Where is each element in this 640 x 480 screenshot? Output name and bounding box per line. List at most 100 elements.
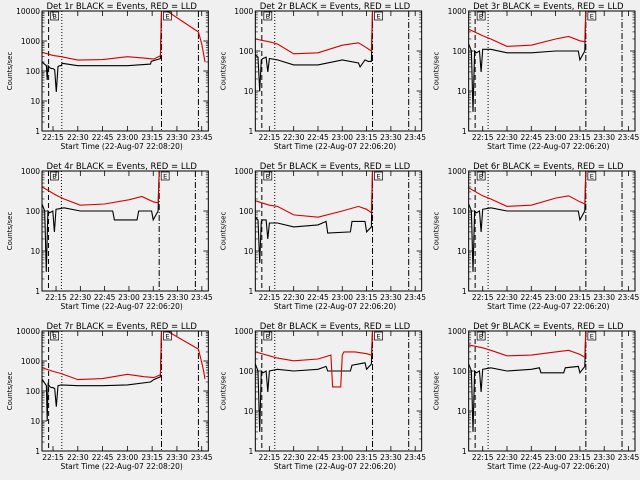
x-tick-label: 22:15 — [259, 453, 281, 462]
x-tick-label: 23:30 — [166, 453, 188, 462]
x-tick-label: 22:45 — [92, 453, 114, 462]
plot-frame — [41, 330, 209, 452]
x-tick-label: 23:45 — [618, 453, 640, 462]
x-axis-label: Start Time (22-Aug-07 22:06:20) — [274, 462, 396, 471]
chart-title: Det 8r BLACK = Events, RED = LLD — [260, 322, 411, 332]
x-axis-label: Start Time (22-Aug-07 22:06:20) — [274, 302, 396, 311]
x-tick-label: 22:15 — [42, 133, 64, 142]
y-tick-label: 1 — [462, 447, 467, 456]
y-tick-label: 10 — [457, 407, 467, 416]
y-tick-label: 1 — [35, 447, 40, 456]
chart-title: Det 5r BLACK = Events, RED = LLD — [260, 162, 411, 172]
chart-panel: Det 4r BLACK = Events, RED = LLD 1 10 100 10… — [6, 162, 213, 311]
y-tick-label: 100 — [452, 47, 467, 56]
marker-label: E — [163, 173, 167, 181]
x-tick-label: 23:45 — [404, 133, 426, 142]
marker-label: B — [52, 333, 56, 341]
y-tick-label: 1000 — [21, 167, 40, 176]
chart-panel: Det 1r BLACK = Events, RED = LLD 1 10 100 10… — [6, 2, 213, 151]
marker-box — [50, 331, 59, 341]
lld-series-line — [42, 171, 160, 206]
x-tick-label: 22:15 — [259, 293, 281, 302]
events-series-line — [468, 331, 587, 432]
x-tick-label: 22:45 — [307, 453, 329, 462]
marker-box — [587, 171, 597, 181]
y-tick-label: 1 — [249, 287, 254, 296]
x-tick-label: 23:15 — [356, 453, 378, 462]
marker-label: B — [479, 333, 483, 341]
x-tick-label: 23:00 — [331, 133, 353, 142]
marker-box — [263, 171, 273, 181]
y-tick-label: 1000 — [448, 7, 467, 16]
y-tick-label: 10 — [30, 247, 40, 256]
marker-box — [50, 171, 59, 181]
marker-label: E — [376, 173, 380, 181]
y-tick-label: 1000 — [448, 167, 467, 176]
x-tick-label: 22:30 — [70, 293, 92, 302]
x-tick-label: 22:30 — [496, 133, 518, 142]
y-tick-label: 10000 — [16, 7, 40, 16]
x-axis-label: Start Time (22-Aug-07 22:06:20) — [60, 302, 182, 311]
plot-frame — [254, 170, 423, 292]
y-tick-label: 100 — [452, 367, 467, 376]
y-axis-label: Counts/sec — [433, 52, 441, 91]
x-tick-label: 22:30 — [283, 453, 305, 462]
marker-label: B — [52, 173, 56, 181]
x-tick-label: 22:45 — [307, 133, 329, 142]
x-axis-label: Start Time (22-Aug-07 22:06:20) — [487, 302, 609, 311]
x-axis-label: Start Time (22-Aug-07 22:06:20) — [487, 142, 609, 151]
x-tick-label: 22:30 — [67, 133, 89, 142]
x-tick-label: 22:45 — [94, 293, 116, 302]
chart-panel: Det 3r BLACK = Events, RED = LLD 1 10 100 10… — [433, 2, 640, 151]
events-series-line — [255, 11, 374, 92]
y-tick-label: 1000 — [234, 327, 253, 336]
x-tick-label: 22:15 — [259, 133, 281, 142]
y-tick-label: 1000 — [21, 357, 40, 366]
chart-title: Det 3r BLACK = Events, RED = LLD — [473, 2, 624, 12]
marker-box — [587, 331, 597, 341]
marker-label: E — [590, 333, 594, 341]
x-tick-label: 23:00 — [545, 133, 567, 142]
marker-label: B — [52, 13, 56, 21]
lld-series-line — [468, 171, 587, 207]
y-tick-label: 100 — [239, 47, 254, 56]
x-tick-label: 23:45 — [618, 133, 640, 142]
y-tick-label: 1000 — [234, 167, 253, 176]
marker-box — [163, 331, 172, 341]
chart-title: Det 9r BLACK = Events, RED = LLD — [473, 322, 624, 332]
events-series-line — [42, 171, 160, 272]
marker-label: E — [165, 13, 169, 21]
marker-label: B — [266, 173, 270, 181]
x-tick-label: 23:15 — [141, 133, 163, 142]
y-axis-label: Counts/sec — [219, 212, 227, 251]
lld-series-line — [42, 11, 206, 63]
x-tick-label: 22:30 — [496, 453, 518, 462]
y-axis-label: Counts/sec — [219, 52, 227, 91]
x-tick-label: 23:15 — [356, 133, 378, 142]
marker-box — [263, 11, 273, 21]
plot-frame — [468, 170, 636, 292]
x-tick-label: 22:45 — [520, 453, 542, 462]
chart-title: Det 4r BLACK = Events, RED = LLD — [46, 162, 197, 172]
marker-box — [160, 171, 170, 181]
y-tick-label: 10 — [457, 247, 467, 256]
x-tick-label: 22:15 — [472, 453, 494, 462]
x-tick-label: 23:30 — [166, 133, 188, 142]
lld-series-line — [468, 11, 587, 47]
x-tick-label: 22:15 — [45, 293, 67, 302]
y-tick-label: 100 — [239, 207, 254, 216]
chart-panel: Det 9r BLACK = Events, RED = LLD 1 10 100 10… — [433, 322, 640, 471]
x-tick-label: 22:45 — [520, 293, 542, 302]
events-series-line — [468, 171, 587, 272]
y-tick-label: 100 — [239, 367, 254, 376]
x-tick-label: 23:00 — [545, 453, 567, 462]
y-tick-label: 1 — [462, 287, 467, 296]
x-tick-label: 23:45 — [191, 133, 213, 142]
chart-title: Det 7r BLACK = Events, RED = LLD — [46, 322, 197, 332]
x-tick-label: 23:30 — [593, 133, 615, 142]
plot-frame — [41, 170, 209, 292]
chart-panel: Det 5r BLACK = Events, RED = LLD 1 10 100 10… — [219, 162, 426, 311]
x-tick-label: 22:45 — [92, 133, 114, 142]
x-tick-label: 23:00 — [331, 453, 353, 462]
